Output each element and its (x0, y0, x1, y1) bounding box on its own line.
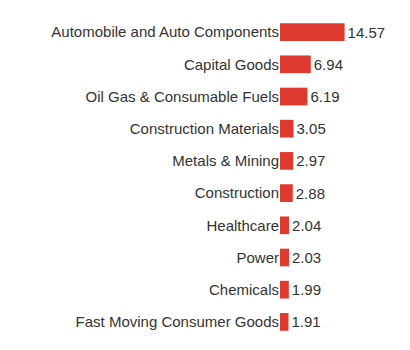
svg-text:Construction Materials: Construction Materials (130, 120, 279, 137)
svg-text:14.57: 14.57 (348, 24, 386, 41)
svg-text:1.99: 1.99 (292, 281, 321, 298)
svg-text:Metals & Mining: Metals & Mining (172, 152, 279, 169)
svg-text:6.19: 6.19 (310, 88, 339, 105)
svg-text:2.97: 2.97 (296, 152, 325, 169)
svg-text:Oil Gas & Consumable Fuels: Oil Gas & Consumable Fuels (86, 88, 279, 105)
svg-text:1.91: 1.91 (291, 313, 320, 330)
svg-text:6.94: 6.94 (314, 56, 343, 73)
svg-text:2.88: 2.88 (296, 185, 325, 202)
svg-text:Power: Power (236, 249, 279, 266)
svg-text:2.03: 2.03 (292, 249, 321, 266)
svg-text:Capital Goods: Capital Goods (184, 56, 279, 73)
svg-text:2.04: 2.04 (292, 217, 321, 234)
svg-text:3.05: 3.05 (297, 120, 326, 137)
svg-text:Chemicals: Chemicals (209, 281, 279, 298)
svg-text:Construction: Construction (195, 184, 279, 201)
svg-text:Automobile and Auto Components: Automobile and Auto Components (51, 23, 279, 40)
svg-text:Healthcare: Healthcare (206, 217, 279, 234)
svg-text:Fast Moving Consumer Goods: Fast Moving Consumer Goods (76, 313, 279, 330)
